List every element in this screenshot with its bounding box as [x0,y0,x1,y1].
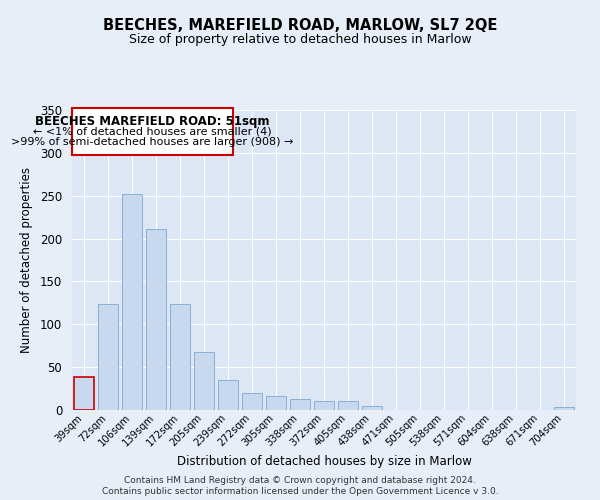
Text: >99% of semi-detached houses are larger (908) →: >99% of semi-detached houses are larger … [11,136,294,146]
Text: Size of property relative to detached houses in Marlow: Size of property relative to detached ho… [128,32,472,46]
Bar [554,408,574,410]
Bar [362,406,382,410]
Bar [338,402,358,410]
X-axis label: Distribution of detached houses by size in Marlow: Distribution of detached houses by size … [176,456,472,468]
Bar [242,393,262,410]
Bar [218,380,238,410]
Bar [146,229,166,410]
Bar [74,378,94,410]
Text: BEECHES MAREFIELD ROAD: 51sqm: BEECHES MAREFIELD ROAD: 51sqm [35,115,270,128]
Y-axis label: Number of detached properties: Number of detached properties [20,167,33,353]
Text: ← <1% of detached houses are smaller (4): ← <1% of detached houses are smaller (4) [34,126,272,136]
Bar [290,399,310,410]
Bar [122,194,142,410]
Bar [170,304,190,410]
Bar [266,396,286,410]
Text: Contains HM Land Registry data © Crown copyright and database right 2024.: Contains HM Land Registry data © Crown c… [124,476,476,485]
Text: BEECHES, MAREFIELD ROAD, MARLOW, SL7 2QE: BEECHES, MAREFIELD ROAD, MARLOW, SL7 2QE [103,18,497,32]
FancyBboxPatch shape [73,108,233,154]
Bar [98,304,118,410]
Bar [314,400,334,410]
Bar [194,352,214,410]
Text: Contains public sector information licensed under the Open Government Licence v : Contains public sector information licen… [101,487,499,496]
